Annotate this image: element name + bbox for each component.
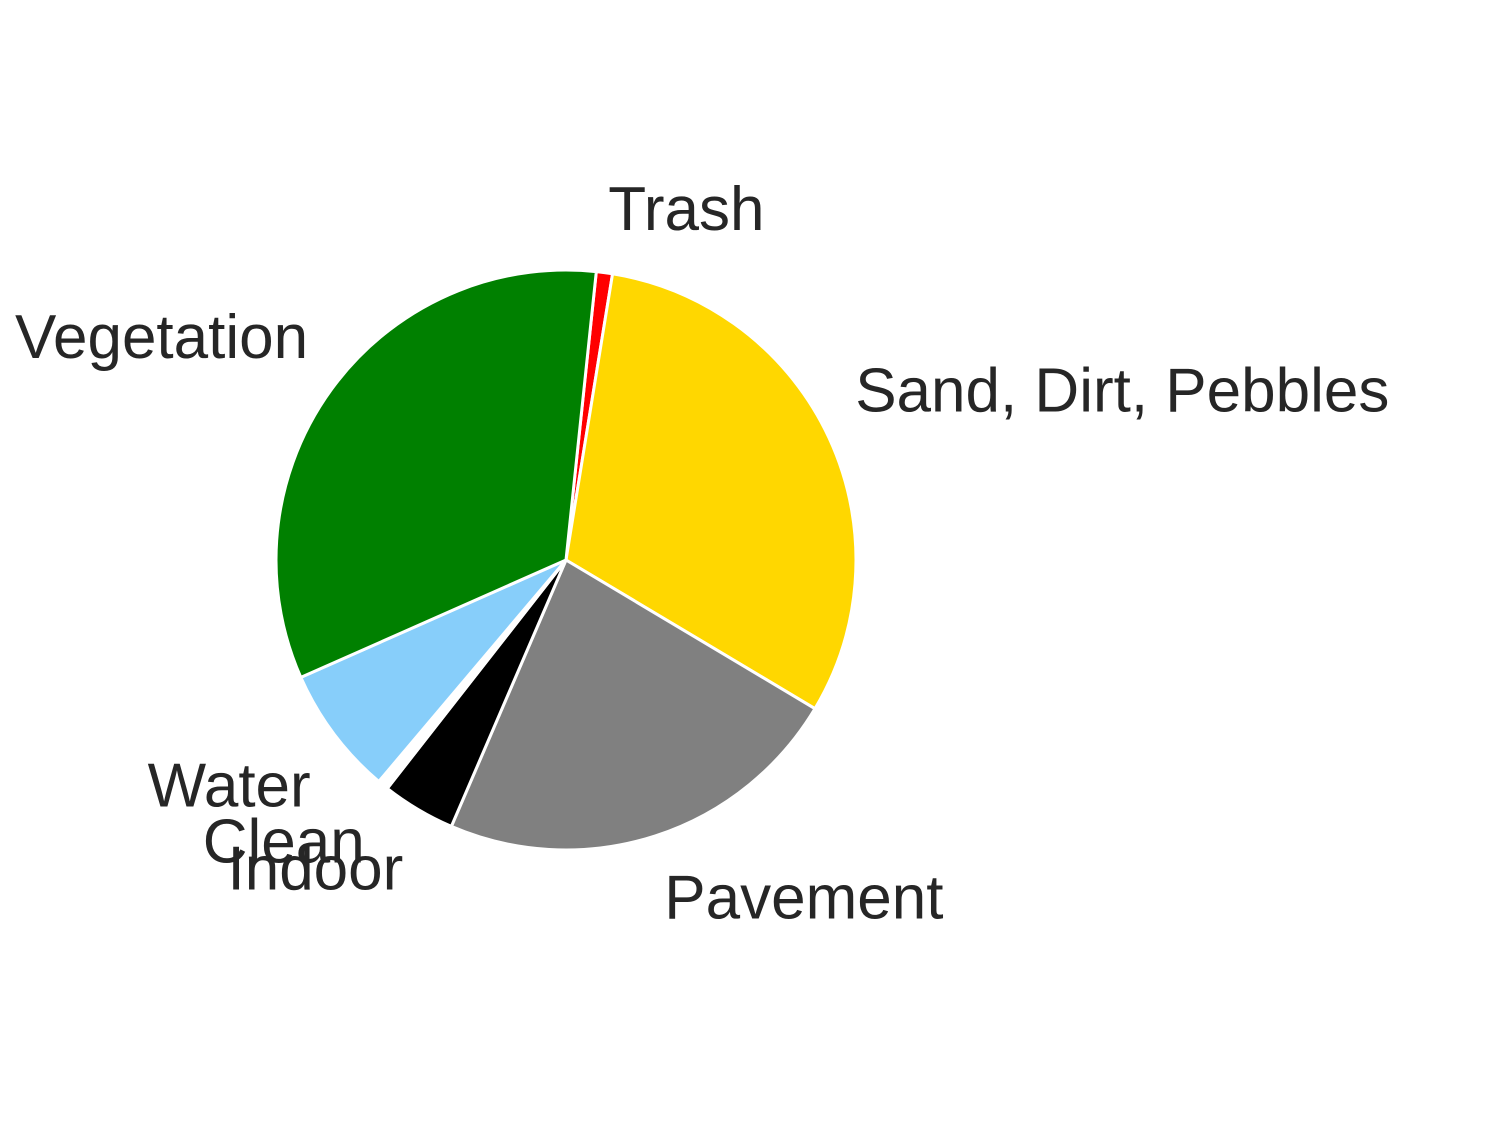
pie-label-indoor: Indoor	[227, 834, 403, 903]
pie-slices	[274, 268, 858, 852]
pie-label-clean: Clean	[203, 808, 365, 877]
pie-label-sand-dirt-pebbles: Sand, Dirt, Pebbles	[855, 356, 1389, 425]
pie-label-vegetation: Vegetation	[15, 303, 308, 372]
pie-label-trash: Trash	[608, 175, 764, 244]
pie-label-water: Water	[148, 751, 311, 820]
pie-label-pavement: Pavement	[664, 864, 943, 933]
pie-slice-water	[299, 558, 568, 783]
pie-slice-vegetation	[274, 268, 598, 679]
pie-slice-pavement	[449, 558, 817, 852]
pie-labels: Trash Sand, Dirt, Pebbles Pavement IndoorCl…	[15, 175, 1389, 933]
pie-slice-sand-dirt-pebbles	[564, 272, 858, 711]
